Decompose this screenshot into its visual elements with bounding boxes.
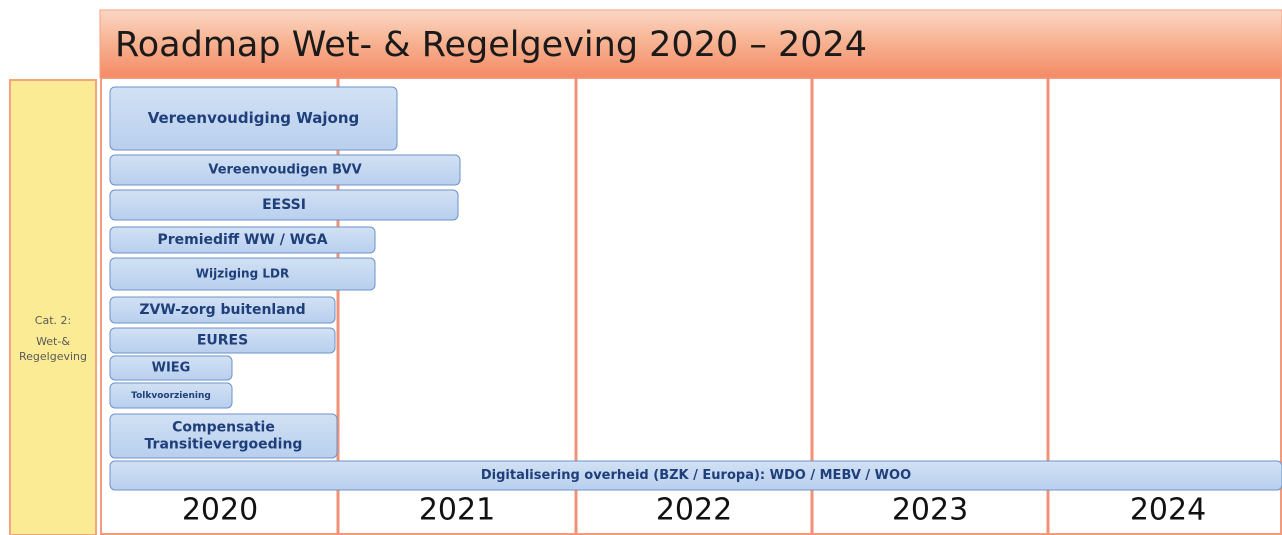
roadmap-bar [109,154,461,186]
roadmap-bar [109,355,233,381]
category-label: Regelgeving [19,350,87,363]
bar-label: Tolkvoorziening [131,391,211,401]
year-label: 2021 [419,493,495,528]
bar-label: Wijziging LDR [196,267,289,281]
bar-label: Vereenvoudiging Wajong [148,109,360,127]
roadmap-bar [109,86,398,151]
roadmap-bar [109,296,336,324]
bar-label: Digitalisering overheid (BZK / Europa): … [481,468,911,483]
bar-label: EESSI [262,197,306,213]
year-label: 2022 [656,493,732,528]
category-panel [9,79,97,535]
roadmap-bar [109,413,338,459]
bar-label: Transitievergoeding [145,437,303,453]
year-label: 2023 [892,493,968,528]
roadmap-bar [109,257,376,291]
title: Roadmap Wet- & Regelgeving 2020 – 2024 [115,25,867,65]
roadmap-bar [109,189,459,221]
bar-label: WIEG [152,361,191,376]
year-label: 2024 [1130,493,1206,528]
roadmap-bar [109,226,376,254]
bar-label: Premiediff WW / WGA [157,232,327,248]
header-bar [99,9,1282,79]
roadmap-bar [109,382,233,409]
bar-label: ZVW-zorg buitenland [139,302,305,318]
roadmap-bar [109,460,1282,491]
year-label: 2020 [182,493,258,528]
category-label: Wet-& [36,335,70,348]
roadmap-bar [109,327,336,354]
bar-label: EURES [197,333,248,349]
bar-label: Compensatie [172,420,275,436]
category-label: Cat. 2: [35,314,71,327]
bar-label: Vereenvoudigen BVV [208,163,361,178]
